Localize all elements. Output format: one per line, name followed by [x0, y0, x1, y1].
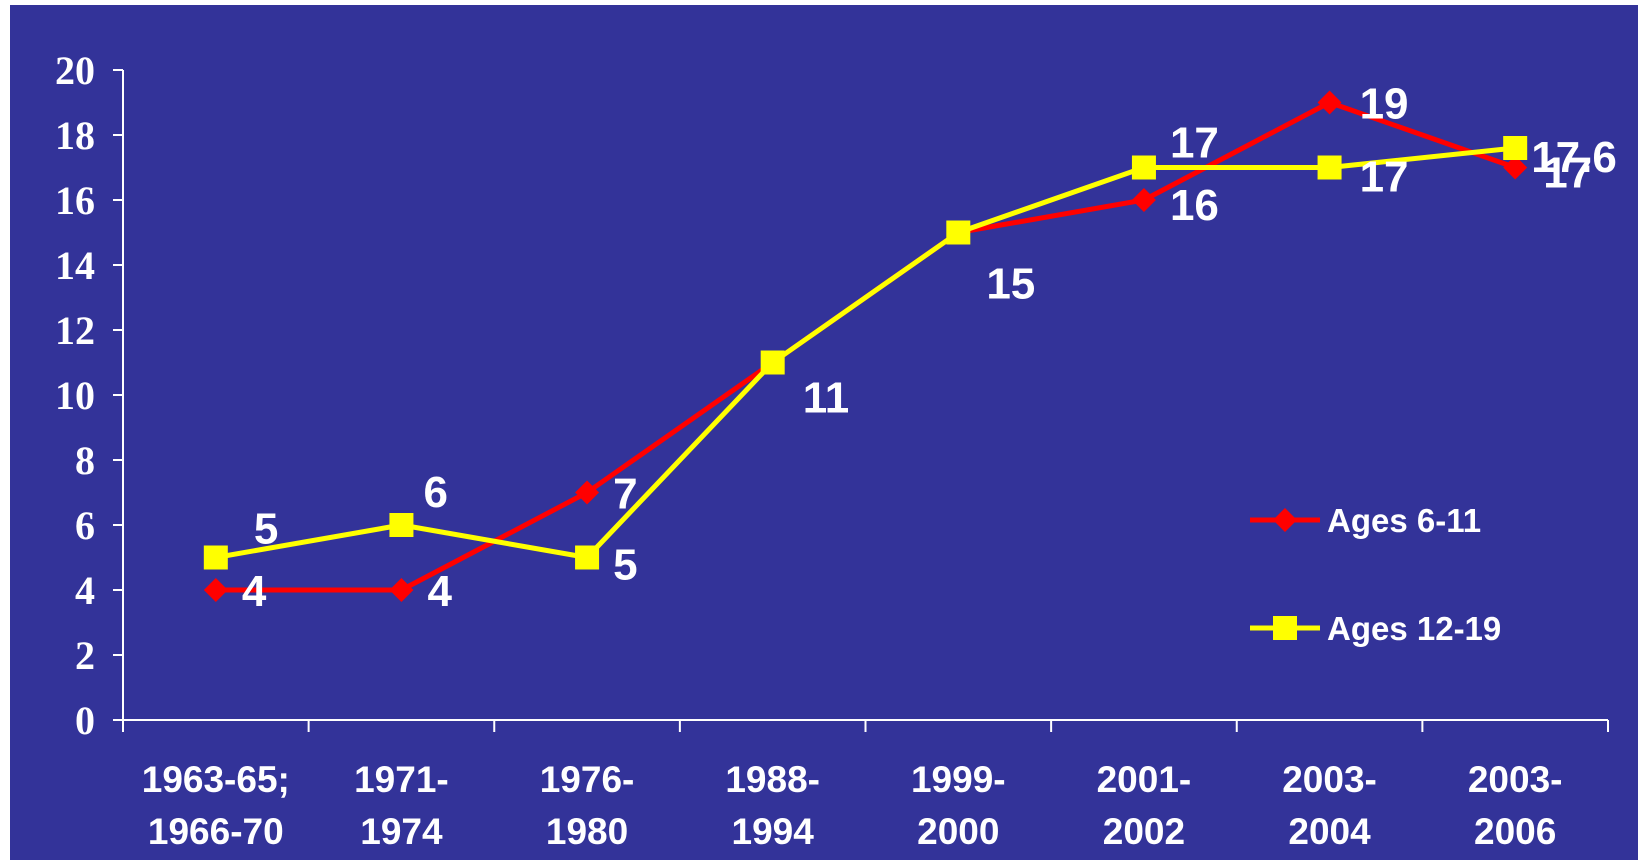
y-axis-ticks: 0 2 4 6 8 10 12 14 16 18 20 — [55, 48, 123, 743]
data-point-diamond — [575, 480, 600, 505]
data-point-diamond — [203, 578, 228, 602]
y-tick-label: 14 — [55, 243, 95, 288]
x-tick-label: 1963-65; 1966-70 — [142, 759, 290, 852]
y-tick-label: 0 — [75, 698, 95, 743]
y-tick-label: 10 — [55, 373, 95, 418]
series-2 — [203, 136, 1528, 570]
data-point-diamond — [1503, 155, 1528, 180]
data-label: 7 — [613, 470, 637, 519]
data-point-diamond — [389, 578, 414, 602]
data-label: 11 — [803, 374, 850, 423]
legend-marker — [1273, 616, 1297, 640]
data-point-diamond — [1317, 90, 1342, 115]
data-label: 6 — [423, 468, 447, 517]
data-label: 19 — [1360, 80, 1409, 129]
legend: Ages 6-11 Ages 12-19 — [1250, 502, 1501, 647]
data-label: 4 — [427, 567, 452, 616]
data-point-square — [1503, 136, 1528, 160]
legend-label: Ages 6-11 — [1327, 502, 1481, 539]
y-tick-label: 16 — [55, 178, 95, 223]
y-tick-label: 20 — [55, 48, 95, 93]
data-point-square — [203, 545, 228, 570]
legend-label: Ages 12-19 — [1327, 610, 1501, 647]
series-layer — [203, 90, 1528, 602]
data-label: 17 — [1360, 153, 1409, 202]
legend-marker — [1273, 508, 1297, 532]
y-tick-label: 8 — [75, 438, 95, 483]
data-point-square — [1131, 155, 1156, 180]
x-tick-label: 2003-2004 — [1282, 759, 1377, 852]
data-label: 4 — [242, 567, 267, 616]
y-tick-label: 2 — [75, 633, 95, 678]
data-label: 17 — [1543, 149, 1592, 198]
x-tick-label: 1971-1974 — [354, 759, 449, 852]
data-label: 17.6 — [1531, 133, 1617, 182]
data-label: 15 — [986, 260, 1035, 309]
y-tick-label: 6 — [75, 503, 95, 548]
data-point-square — [1317, 155, 1342, 180]
x-tick-label: 2003-2006 — [1468, 759, 1563, 852]
data-label: 5 — [254, 505, 278, 554]
x-axis-ticks: 1963-65; 1966-70 1971-1974 1976-1980 1988-19… — [122, 720, 1609, 852]
series-line — [215, 145, 1516, 560]
x-tick-label: 1999-2000 — [911, 759, 1006, 852]
y-tick-label: 4 — [75, 568, 95, 613]
data-point-square — [760, 350, 785, 375]
data-point-square — [575, 545, 600, 570]
y-tick-label: 18 — [55, 113, 95, 158]
data-label: 16 — [1170, 181, 1219, 230]
data-point-square — [389, 513, 414, 537]
data-label: 17 — [1170, 119, 1219, 168]
x-tick-label: 2001-2002 — [1097, 759, 1192, 852]
y-tick-label: 12 — [55, 308, 95, 353]
chart-background — [10, 5, 1638, 860]
x-tick-label: 1976-1980 — [540, 759, 635, 852]
data-point-diamond — [1131, 188, 1156, 212]
x-tick-label: 1988-1994 — [725, 759, 820, 852]
data-point-square — [946, 220, 971, 245]
data-label: 5 — [613, 541, 637, 590]
